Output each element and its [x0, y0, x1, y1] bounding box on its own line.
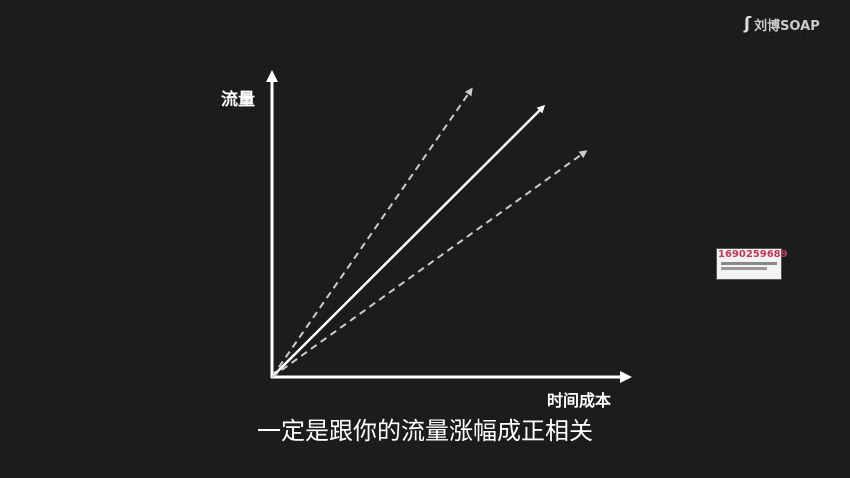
solid-line-middle — [271, 104, 546, 378]
dashed-line-lower — [271, 150, 588, 378]
watermark-line — [721, 262, 777, 265]
logo: ʃ 刘博SOAP · · · · · · · · · — [744, 14, 822, 37]
x-axis-label: 时间成本 — [547, 391, 612, 410]
watermark-line — [721, 267, 767, 270]
y-axis-label: 流量 — [221, 90, 255, 110]
watermark-number: 1690259689 — [718, 249, 788, 260]
dashed-line-upper — [271, 87, 473, 378]
watermark: 1690259689 — [716, 248, 788, 280]
logo-s-icon: ʃ — [744, 14, 752, 34]
logo-name: 刘博SOAP — [754, 18, 820, 34]
subtitle: 一定是跟你的流量涨幅成正相关 — [257, 417, 593, 445]
logo-tagline: · · · · · · · · · — [768, 32, 824, 37]
